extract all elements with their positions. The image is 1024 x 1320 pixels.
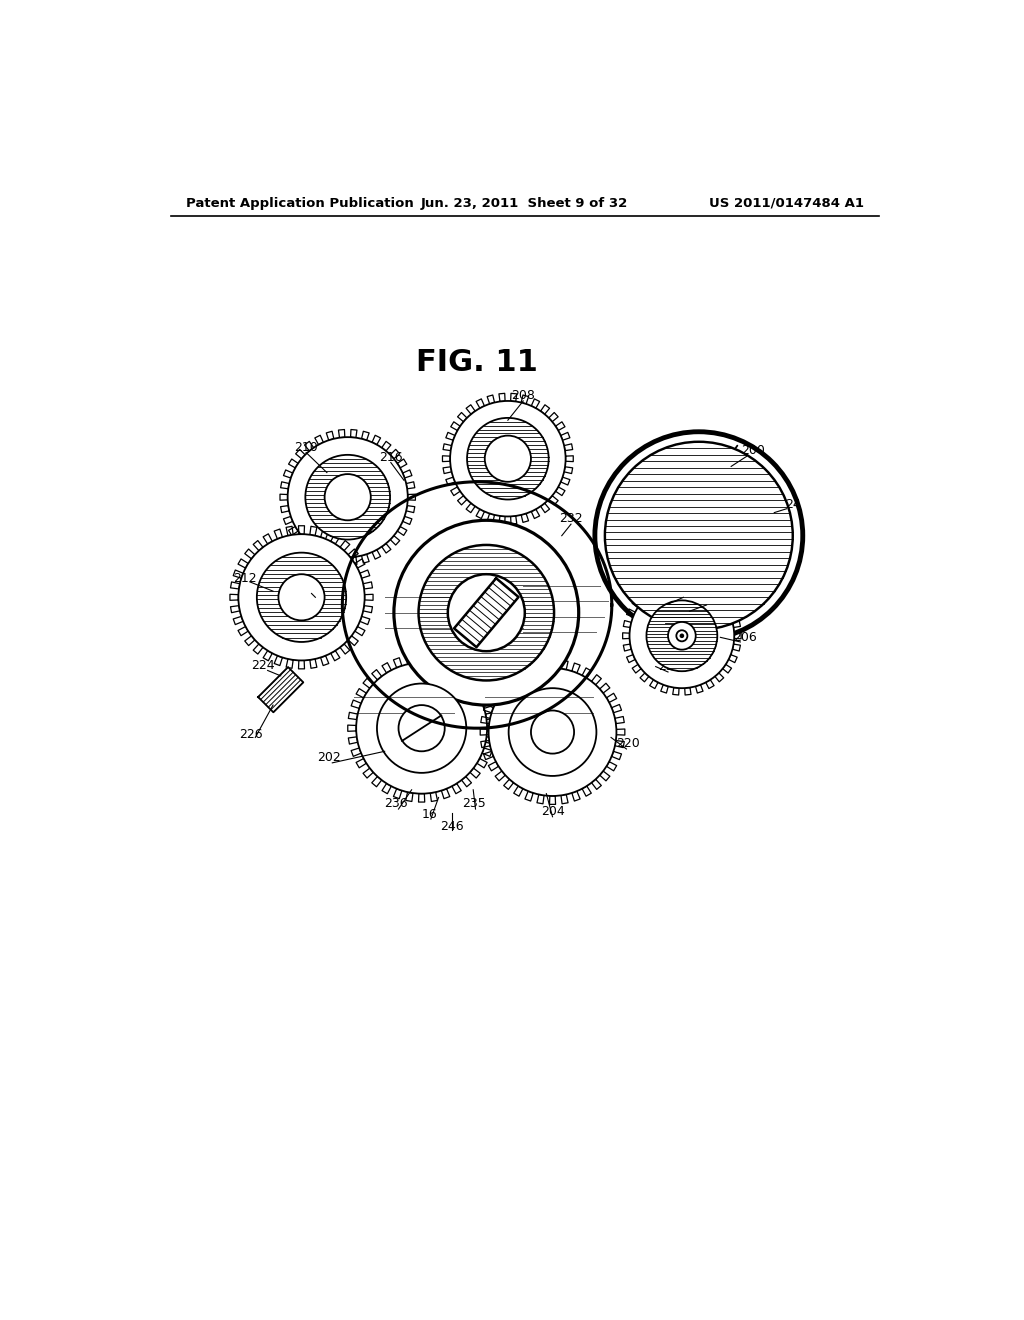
Circle shape [467,418,549,499]
Circle shape [239,535,365,660]
Text: 16: 16 [422,808,437,821]
Text: 220: 220 [616,737,640,750]
Text: 206: 206 [733,631,757,644]
Circle shape [680,634,684,638]
Text: 230: 230 [294,582,318,594]
Circle shape [509,688,596,776]
Circle shape [305,455,390,540]
Text: 208: 208 [511,389,536,403]
Text: 246: 246 [440,820,464,833]
Text: Jun. 23, 2011  Sheet 9 of 32: Jun. 23, 2011 Sheet 9 of 32 [421,197,629,210]
Circle shape [447,574,524,651]
Circle shape [484,436,531,482]
Circle shape [279,574,325,620]
Circle shape [394,520,579,705]
Text: 228: 228 [696,593,720,606]
Polygon shape [258,667,303,713]
Circle shape [531,710,574,754]
Text: 200: 200 [740,445,765,458]
Circle shape [325,474,371,520]
Text: 218: 218 [673,586,697,599]
Text: US 2011/0147484 A1: US 2011/0147484 A1 [709,197,863,210]
Text: 236: 236 [384,797,408,810]
Circle shape [668,622,695,649]
Circle shape [377,684,466,774]
Circle shape [595,432,803,640]
Circle shape [257,553,346,642]
Text: Patent Application Publication: Patent Application Publication [186,197,414,210]
Text: 212: 212 [232,572,256,585]
Text: 216: 216 [379,450,402,463]
Text: 224: 224 [251,659,274,672]
Text: 24: 24 [784,499,801,511]
Circle shape [419,545,554,681]
Circle shape [451,401,565,516]
Text: 235: 235 [462,797,485,810]
Circle shape [356,663,487,793]
Circle shape [646,601,717,671]
Polygon shape [454,578,518,647]
Circle shape [676,630,687,642]
Circle shape [605,442,793,630]
Text: 234: 234 [657,660,681,673]
Text: 210: 210 [294,441,318,454]
Circle shape [288,437,408,557]
Circle shape [630,583,734,688]
Text: 232: 232 [559,512,583,525]
Circle shape [488,668,616,796]
Text: FIG. 11: FIG. 11 [416,348,538,378]
Text: 204: 204 [541,805,564,818]
Circle shape [398,705,444,751]
Text: 202: 202 [317,751,341,764]
Text: 226: 226 [239,727,262,741]
